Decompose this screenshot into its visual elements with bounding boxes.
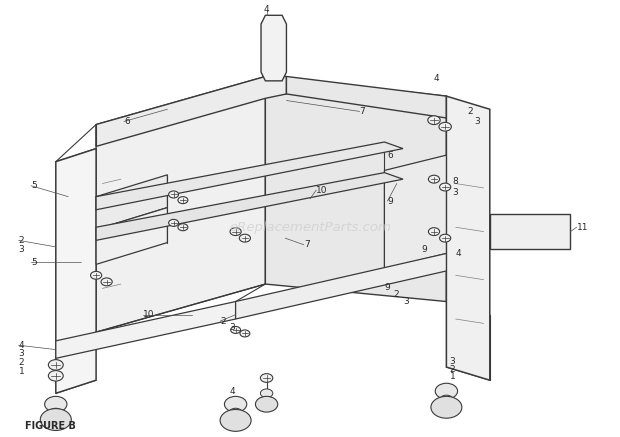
Circle shape bbox=[178, 197, 188, 204]
Text: 4: 4 bbox=[229, 388, 235, 396]
Polygon shape bbox=[265, 76, 446, 302]
Text: 2: 2 bbox=[19, 236, 24, 245]
Polygon shape bbox=[261, 15, 286, 81]
Text: 11: 11 bbox=[577, 223, 588, 232]
Circle shape bbox=[428, 175, 440, 183]
Circle shape bbox=[435, 383, 458, 399]
Circle shape bbox=[428, 116, 440, 125]
Polygon shape bbox=[96, 142, 403, 210]
Text: 3: 3 bbox=[19, 350, 24, 358]
Polygon shape bbox=[490, 214, 570, 249]
Circle shape bbox=[45, 396, 67, 412]
Circle shape bbox=[49, 408, 63, 418]
Circle shape bbox=[178, 224, 188, 231]
Text: 6: 6 bbox=[124, 117, 130, 126]
Circle shape bbox=[224, 396, 247, 412]
Polygon shape bbox=[236, 253, 446, 319]
Circle shape bbox=[239, 234, 250, 242]
Polygon shape bbox=[384, 155, 446, 269]
Text: 4: 4 bbox=[19, 341, 24, 350]
Text: eReplacementParts.com: eReplacementParts.com bbox=[229, 221, 391, 234]
Polygon shape bbox=[96, 175, 167, 229]
Text: 9: 9 bbox=[388, 197, 393, 205]
Text: 3: 3 bbox=[19, 245, 24, 253]
Polygon shape bbox=[56, 302, 236, 358]
Text: 3: 3 bbox=[453, 188, 458, 197]
Circle shape bbox=[439, 122, 451, 131]
Circle shape bbox=[440, 234, 451, 242]
Circle shape bbox=[440, 183, 451, 191]
Polygon shape bbox=[96, 173, 403, 240]
Circle shape bbox=[169, 191, 179, 198]
Circle shape bbox=[440, 395, 453, 405]
Circle shape bbox=[40, 409, 71, 430]
Polygon shape bbox=[96, 76, 265, 332]
Circle shape bbox=[230, 228, 241, 236]
Text: 2: 2 bbox=[220, 317, 226, 326]
Text: 4: 4 bbox=[264, 5, 270, 14]
Text: 2: 2 bbox=[394, 291, 399, 299]
Text: 1: 1 bbox=[450, 372, 455, 381]
Circle shape bbox=[169, 219, 179, 226]
Text: 3: 3 bbox=[403, 297, 409, 306]
Text: 2: 2 bbox=[467, 107, 472, 116]
Circle shape bbox=[48, 371, 63, 381]
Text: 5: 5 bbox=[31, 181, 37, 190]
Polygon shape bbox=[286, 76, 446, 118]
Text: 8: 8 bbox=[453, 177, 458, 186]
Circle shape bbox=[431, 396, 462, 418]
Text: 5: 5 bbox=[31, 258, 37, 267]
Text: 1: 1 bbox=[19, 367, 24, 376]
Circle shape bbox=[101, 278, 112, 286]
Circle shape bbox=[260, 389, 273, 398]
Circle shape bbox=[220, 409, 251, 431]
Text: 6: 6 bbox=[387, 151, 392, 160]
Polygon shape bbox=[56, 149, 96, 393]
Circle shape bbox=[231, 326, 241, 333]
Text: 2: 2 bbox=[450, 365, 455, 374]
Text: FIGURE B: FIGURE B bbox=[25, 421, 76, 431]
Circle shape bbox=[255, 396, 278, 412]
Text: 3: 3 bbox=[229, 323, 235, 332]
Text: 2: 2 bbox=[19, 358, 24, 367]
Text: 10: 10 bbox=[316, 186, 328, 194]
Text: 3: 3 bbox=[450, 357, 455, 366]
Polygon shape bbox=[96, 208, 167, 264]
Text: 10: 10 bbox=[143, 310, 154, 319]
Circle shape bbox=[428, 228, 440, 236]
Text: 9: 9 bbox=[384, 283, 390, 292]
Text: 3: 3 bbox=[474, 117, 480, 126]
Circle shape bbox=[260, 374, 273, 382]
Circle shape bbox=[48, 360, 63, 370]
Polygon shape bbox=[446, 96, 490, 380]
Circle shape bbox=[229, 408, 242, 418]
Text: 9: 9 bbox=[422, 245, 427, 253]
Circle shape bbox=[240, 330, 250, 337]
Circle shape bbox=[91, 271, 102, 279]
Polygon shape bbox=[96, 76, 286, 146]
Text: 4: 4 bbox=[434, 74, 440, 83]
Text: 7: 7 bbox=[360, 107, 365, 116]
Text: 7: 7 bbox=[304, 240, 309, 249]
Text: 4: 4 bbox=[456, 249, 461, 258]
